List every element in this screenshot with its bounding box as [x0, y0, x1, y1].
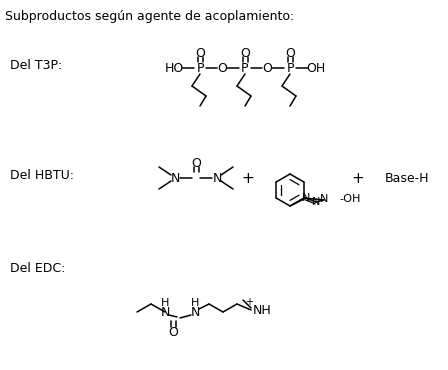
Text: O: O: [262, 61, 272, 74]
Text: O: O: [191, 157, 201, 169]
Text: OH: OH: [306, 61, 326, 74]
Text: -OH: -OH: [340, 194, 361, 204]
Text: N: N: [312, 197, 320, 207]
Text: P: P: [286, 61, 294, 74]
Text: +: +: [352, 171, 364, 185]
Text: NH: NH: [253, 303, 272, 316]
Text: P: P: [196, 61, 204, 74]
Text: O: O: [240, 47, 250, 60]
Text: O: O: [217, 61, 227, 74]
Text: O: O: [285, 47, 295, 60]
Text: H: H: [161, 298, 169, 308]
Text: Del HBTU:: Del HBTU:: [10, 168, 74, 182]
Text: N: N: [190, 306, 200, 319]
Text: Del T3P:: Del T3P:: [10, 58, 62, 71]
Text: N: N: [212, 172, 222, 185]
Text: N: N: [160, 306, 170, 319]
Text: Del EDC:: Del EDC:: [10, 262, 65, 275]
Text: O: O: [195, 47, 205, 60]
Text: P: P: [241, 61, 249, 74]
Text: Subproductos según agente de acoplamiento:: Subproductos según agente de acoplamient…: [5, 10, 294, 23]
Text: N: N: [320, 194, 328, 204]
Text: N: N: [302, 193, 310, 203]
Text: H: H: [191, 298, 199, 308]
Text: N: N: [170, 172, 180, 185]
Text: Base-H: Base-H: [385, 172, 430, 185]
Text: +: +: [245, 297, 253, 307]
Text: O: O: [168, 326, 178, 340]
Text: HO: HO: [164, 61, 184, 74]
Text: +: +: [241, 171, 254, 185]
